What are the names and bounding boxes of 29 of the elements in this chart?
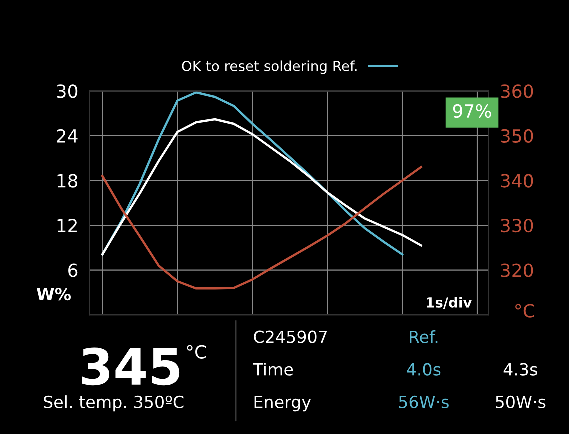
- y2-tick-label: 330: [501, 218, 534, 233]
- text: 50W·s: [496, 396, 546, 408]
- line-series: [102, 166, 422, 290]
- text: 56W·s: [399, 396, 449, 408]
- y-tick-label: 12: [58, 218, 77, 232]
- text: 345: [82, 348, 180, 386]
- line-series: [102, 92, 404, 256]
- text: Sel. temp. 350ºC: [44, 396, 184, 412]
- y2-tick-label: 350: [501, 129, 534, 144]
- y2-tick-label: 320: [501, 264, 534, 278]
- text: Ref.: [410, 330, 438, 344]
- text: °C: [187, 345, 206, 359]
- y-tick-label: 24: [57, 129, 78, 143]
- y2-axis-title: °C: [516, 304, 535, 318]
- text: C245907: [254, 330, 328, 344]
- text: Energy: [254, 396, 312, 412]
- y-tick-label: 30: [57, 84, 78, 98]
- x-axis-title: 1s/div: [427, 297, 472, 310]
- annotation: 97%: [453, 104, 492, 118]
- text: 4.3s: [504, 363, 538, 376]
- text: Time: [253, 363, 294, 376]
- text: 4.0s: [407, 363, 441, 376]
- line-series: [102, 118, 422, 256]
- y-tick-label: 18: [58, 174, 78, 188]
- legend-label: OK to reset soldering Ref.: [182, 60, 357, 74]
- y2-tick-label: 360: [501, 84, 534, 98]
- y-tick-label: 6: [68, 264, 78, 278]
- y2-tick-label: 340: [501, 174, 534, 188]
- y-axis-title: W%: [36, 288, 72, 301]
